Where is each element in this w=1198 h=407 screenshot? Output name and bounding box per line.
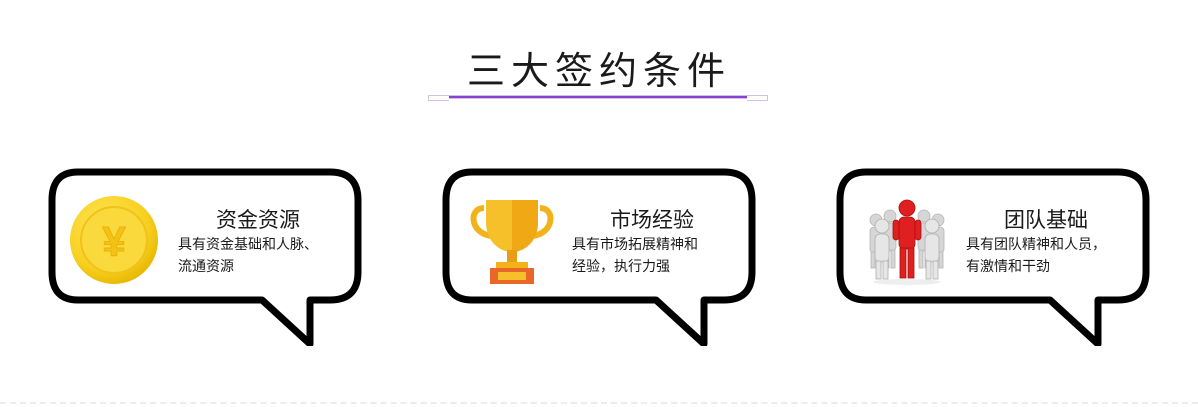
section-title: 三大签约条件 (466, 49, 731, 93)
card-heading: 市场经验 (610, 208, 694, 232)
bottom-divider (0, 402, 1198, 404)
speech-bubble (836, 168, 1150, 346)
condition-card-market: 市场经验 具有市场拓展精神和 经验，执行力强 (442, 168, 756, 346)
trophy-icon (462, 190, 562, 290)
team-people-icon (856, 190, 956, 290)
condition-card-funding: ¥ 资金资源 具有资金基础和人脉、 流通资源 (48, 168, 362, 346)
card-description: 具有资金基础和人脉、 流通资源 (178, 237, 318, 275)
card-description: 具有市场拓展精神和 经验，执行力强 (572, 237, 698, 275)
card-description: 具有团队精神和人员， 有激情和干劲 (966, 237, 1106, 275)
card-heading: 团队基础 (1004, 208, 1088, 232)
svg-text:¥: ¥ (102, 218, 126, 265)
yuan-coin-icon: ¥ (68, 190, 168, 290)
condition-card-team: 团队基础 具有团队精神和人员， 有激情和干劲 (836, 168, 1150, 346)
title-underline (428, 95, 768, 101)
card-heading: 资金资源 (216, 208, 300, 232)
